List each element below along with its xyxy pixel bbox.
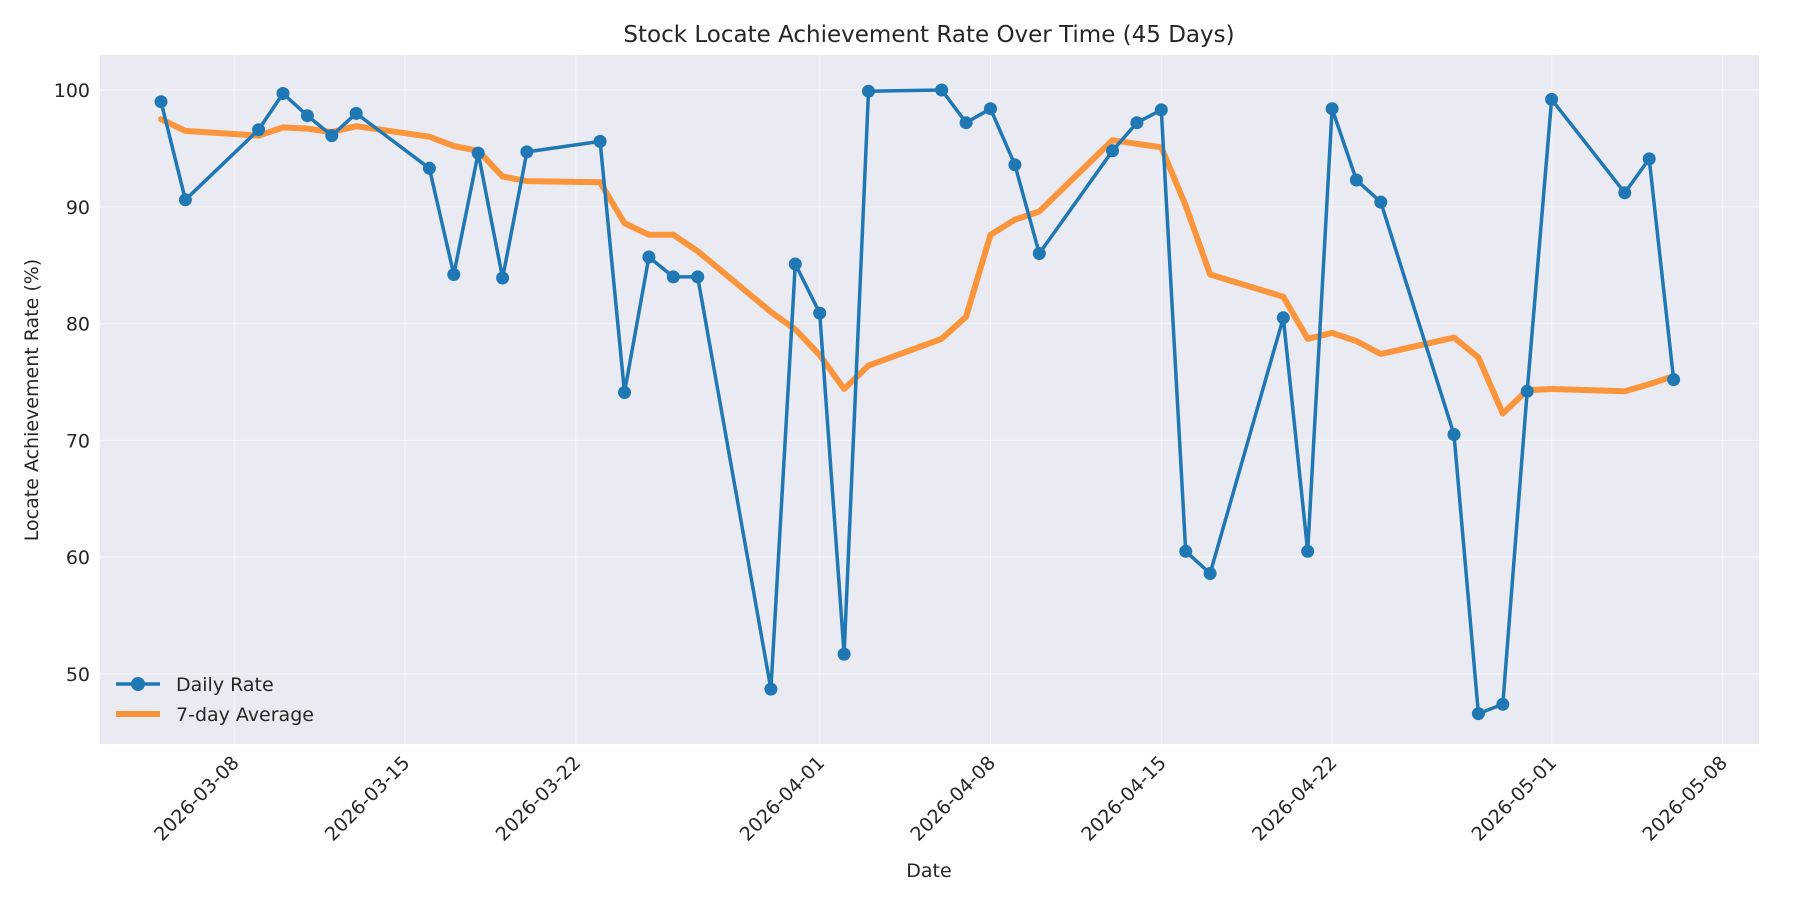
x-axis-label: Date xyxy=(906,860,951,882)
daily-point xyxy=(1179,544,1193,558)
daily-point xyxy=(325,129,339,143)
daily-point xyxy=(666,270,680,284)
y-tick-label: 70 xyxy=(66,430,90,452)
daily-point xyxy=(1618,186,1632,200)
daily-point xyxy=(1276,311,1290,325)
x-tick-label: 2026-05-08 xyxy=(1638,752,1732,846)
daily-point xyxy=(496,271,510,285)
daily-point xyxy=(593,134,607,148)
x-tick-label: 2026-03-22 xyxy=(492,752,586,846)
daily-point xyxy=(300,109,314,123)
daily-point xyxy=(1667,373,1681,387)
daily-point xyxy=(1325,102,1339,116)
daily-point xyxy=(1203,567,1217,580)
daily-point xyxy=(1032,247,1046,260)
daily-point xyxy=(935,83,949,97)
daily-point xyxy=(349,106,363,120)
x-tick-label: 2026-04-22 xyxy=(1248,752,1342,846)
daily-point xyxy=(422,161,436,175)
legend-avg-label: 7-day Average xyxy=(176,704,314,726)
daily-point xyxy=(1349,173,1363,187)
daily-point xyxy=(764,682,778,696)
daily-point xyxy=(1374,195,1388,209)
y-tick-label: 80 xyxy=(66,314,90,336)
x-gridlines xyxy=(233,55,1723,744)
y-axis-label: Locate Achievement Rate (%) xyxy=(21,259,43,541)
daily-point xyxy=(252,123,266,137)
plot-area xyxy=(100,55,1759,744)
daily-point xyxy=(1496,697,1510,711)
x-tick-label: 2026-04-01 xyxy=(736,752,830,846)
daily-point xyxy=(1130,116,1144,130)
daily-point xyxy=(520,145,534,159)
daily-point xyxy=(1545,92,1559,106)
legend: Daily Rate 7-day Average xyxy=(116,674,314,726)
daily-point xyxy=(837,647,851,661)
daily-point xyxy=(984,102,997,116)
daily-point xyxy=(154,95,168,109)
y-tick-label: 50 xyxy=(66,664,90,686)
daily-point xyxy=(618,386,631,399)
daily-series xyxy=(154,83,1681,721)
daily-point xyxy=(1106,144,1119,158)
daily-point xyxy=(1642,152,1656,166)
daily-point xyxy=(276,87,290,100)
chart-title: Stock Locate Achievement Rate Over Time … xyxy=(623,22,1234,48)
y-tick-labels: 50 60 70 80 90 100 xyxy=(54,80,90,686)
y-tick-label: 60 xyxy=(66,547,90,569)
daily-point xyxy=(1447,428,1461,441)
daily-point xyxy=(178,193,192,207)
daily-point xyxy=(447,268,461,281)
x-tick-label: 2026-03-08 xyxy=(150,752,244,846)
daily-point xyxy=(788,257,802,271)
daily-point xyxy=(862,84,875,98)
legend-daily-marker xyxy=(131,677,145,691)
daily-point xyxy=(813,306,827,320)
y-tick-label: 100 xyxy=(54,80,90,102)
daily-point xyxy=(1154,103,1168,117)
legend-daily-label: Daily Rate xyxy=(176,674,274,696)
avg-series xyxy=(158,116,1677,417)
y-tick-label: 90 xyxy=(66,197,90,219)
daily-point xyxy=(642,250,656,264)
daily-point xyxy=(1008,158,1022,172)
daily-point xyxy=(691,270,705,284)
daily-point xyxy=(1471,707,1485,721)
y-gridlines xyxy=(100,89,1759,675)
x-tick-labels: 2026-03-08 2026-03-15 2026-03-22 2026-04-01… xyxy=(150,752,1732,846)
x-tick-label: 2026-04-15 xyxy=(1077,752,1171,846)
x-tick-label: 2026-03-15 xyxy=(321,752,415,846)
daily-point xyxy=(1520,384,1534,398)
daily-point xyxy=(959,116,973,130)
x-tick-label: 2026-05-01 xyxy=(1468,752,1562,846)
daily-point xyxy=(1301,544,1315,558)
daily-point xyxy=(471,146,485,160)
x-tick-label: 2026-04-08 xyxy=(906,752,1000,846)
avg-series-line xyxy=(158,116,1677,417)
